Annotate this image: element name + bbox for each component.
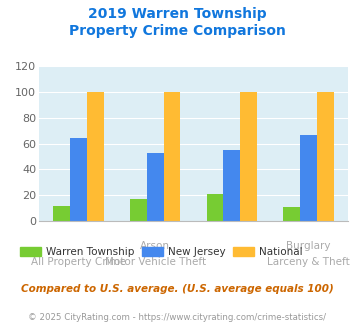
Text: Burglary: Burglary xyxy=(286,241,331,250)
Bar xyxy=(223,150,240,221)
Text: Larceny & Theft: Larceny & Theft xyxy=(267,257,350,267)
Bar xyxy=(87,92,104,221)
Text: Compared to U.S. average. (U.S. average equals 100): Compared to U.S. average. (U.S. average … xyxy=(21,284,334,294)
Bar xyxy=(207,194,223,221)
Bar xyxy=(130,199,147,221)
Bar xyxy=(164,92,180,221)
Bar xyxy=(53,206,70,221)
Legend: Warren Township, New Jersey, National: Warren Township, New Jersey, National xyxy=(16,243,306,261)
Bar xyxy=(240,92,257,221)
Bar xyxy=(300,135,317,221)
Bar xyxy=(70,138,87,221)
Text: 2019 Warren Township
Property Crime Comparison: 2019 Warren Township Property Crime Comp… xyxy=(69,7,286,39)
Text: Motor Vehicle Theft: Motor Vehicle Theft xyxy=(105,257,206,267)
Text: All Property Crime: All Property Crime xyxy=(31,257,126,267)
Bar xyxy=(317,92,334,221)
Text: © 2025 CityRating.com - https://www.cityrating.com/crime-statistics/: © 2025 CityRating.com - https://www.city… xyxy=(28,314,327,322)
Text: Arson: Arson xyxy=(140,241,170,250)
Bar xyxy=(283,207,300,221)
Bar xyxy=(147,152,164,221)
